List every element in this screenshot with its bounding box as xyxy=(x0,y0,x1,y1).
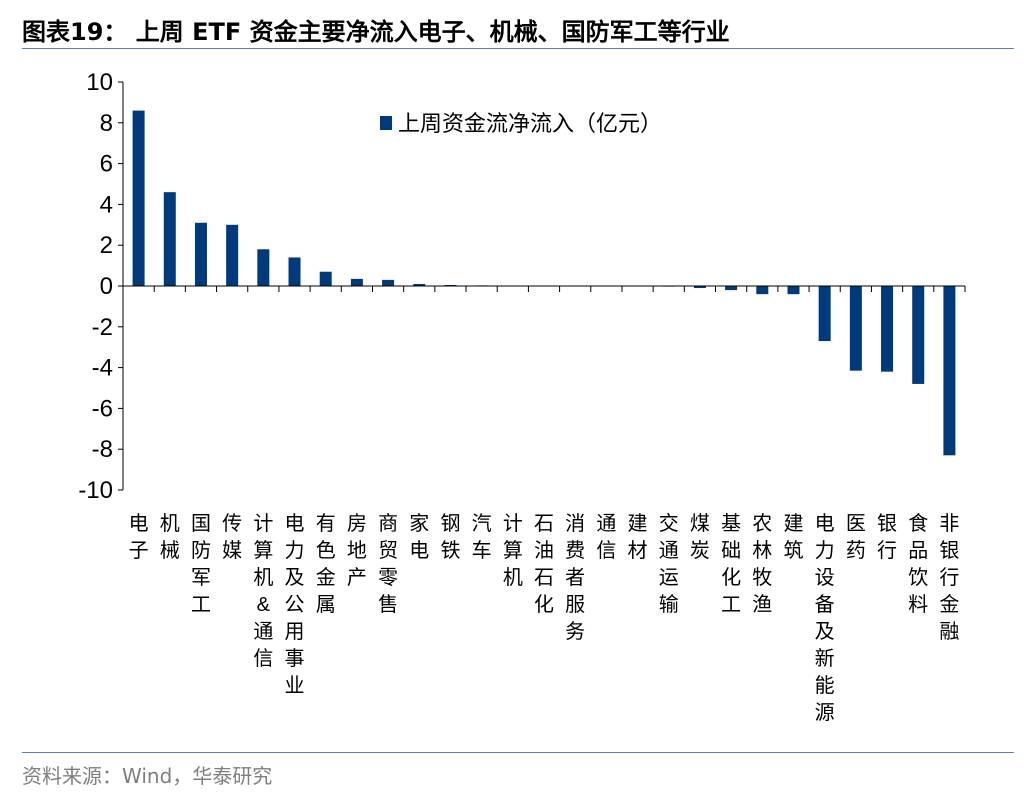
x-tick-label: 食品饮料 xyxy=(908,512,928,616)
x-tick-label: 房地产 xyxy=(347,512,367,589)
figure-title: 图表19： 上周 ETF 资金主要净流入电子、机械、国防军工等行业 xyxy=(22,18,730,46)
y-tick-label: -2 xyxy=(92,314,113,341)
bar-chart: 10 8 6 4 2 0 -2 -4 -6 -8 -10 电子机械国防军工传媒计算机&通信电力及公用事… xyxy=(78,69,966,724)
bar xyxy=(257,249,270,286)
x-tick-label: 商贸零售 xyxy=(378,512,398,616)
x-tick-label: 非银行金融 xyxy=(939,512,959,643)
bar xyxy=(849,286,862,371)
x-tick-label: 电力及公用事业 xyxy=(285,512,305,697)
bar xyxy=(444,284,457,286)
title-divider xyxy=(22,48,1014,49)
x-tick-label: 电力设备及新能源 xyxy=(815,512,835,724)
bar xyxy=(194,222,207,286)
x-tick-label: 通信 xyxy=(596,512,616,562)
x-tick-label: 计算机 xyxy=(503,512,523,589)
bar xyxy=(818,286,831,342)
y-tick-label: 4 xyxy=(100,191,113,218)
x-tick-label: 传媒 xyxy=(222,512,242,562)
y-tick-label: -6 xyxy=(92,395,113,422)
x-tick-label: 机械 xyxy=(160,512,180,562)
x-tick-label: 农林牧渔 xyxy=(752,512,772,616)
bar xyxy=(382,279,395,286)
x-tick-label: 消费者服务 xyxy=(565,512,585,643)
bar xyxy=(163,192,176,286)
x-tick-label: 基础化工 xyxy=(721,512,741,616)
x-tick-label: 钢铁 xyxy=(440,512,460,562)
source-divider xyxy=(22,752,1014,753)
x-tick-label: 银行 xyxy=(877,512,897,562)
x-tick-label: 汽车 xyxy=(472,512,492,562)
x-tick-label: 国防军工 xyxy=(191,513,211,616)
x-tick-label: 家电 xyxy=(409,512,429,562)
bar xyxy=(288,257,301,286)
x-tick-label: 建材 xyxy=(628,512,648,562)
y-tick-label: 0 xyxy=(100,273,113,300)
source-note: 资料来源：Wind，华泰研究 xyxy=(22,764,273,788)
x-tick-label: 交通运输 xyxy=(659,512,679,616)
bar xyxy=(132,110,145,286)
bar xyxy=(725,286,738,291)
y-tick-label: -8 xyxy=(92,436,113,463)
bar xyxy=(693,286,706,289)
x-tick-label: 石油石化 xyxy=(534,513,554,616)
x-tick-label: 电子 xyxy=(129,512,149,562)
y-tick-label: 6 xyxy=(100,151,113,178)
x-tick-label: 有色金属 xyxy=(316,512,336,616)
x-tick-label: 建筑 xyxy=(783,512,803,562)
y-tick-label: -10 xyxy=(78,477,113,504)
legend-swatch xyxy=(380,116,392,130)
y-tick-label: 10 xyxy=(86,69,113,96)
bar xyxy=(787,286,800,295)
y-tick-label: 8 xyxy=(100,110,113,137)
x-tick-label: 计算机&通信 xyxy=(253,512,273,670)
x-tick-label: 医药 xyxy=(846,513,866,562)
bar xyxy=(943,286,956,456)
y-tick-label: 2 xyxy=(100,232,113,259)
legend-label: 上周资金流净流入（亿元） xyxy=(398,111,662,136)
bar xyxy=(319,271,332,286)
bar xyxy=(413,283,426,286)
bar xyxy=(881,286,894,372)
bar xyxy=(226,224,239,286)
bar xyxy=(350,278,363,286)
y-tick-label: -4 xyxy=(92,355,113,382)
x-tick-label: 煤炭 xyxy=(690,512,710,562)
bar xyxy=(756,286,769,295)
bar xyxy=(912,286,925,384)
